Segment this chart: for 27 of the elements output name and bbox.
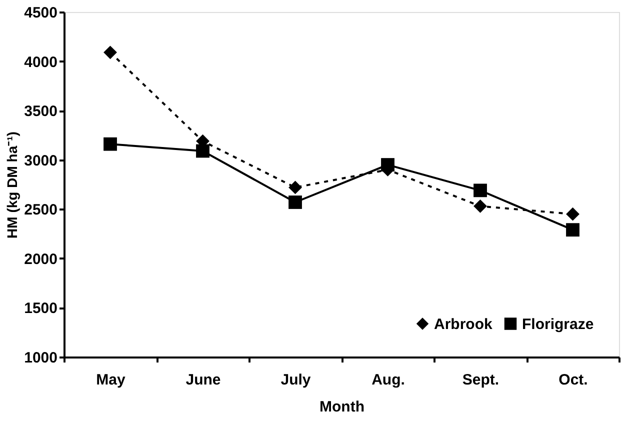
point [288,180,302,194]
legend-label: Florigraze [522,316,594,333]
x-tick-label: June [186,372,221,388]
x-tick-label: Sept. [462,372,500,388]
point [474,199,487,213]
y-tick-label: 3500 [24,103,58,120]
y-tick-label: 3000 [24,152,58,170]
x-axis-title: Month [320,398,364,416]
point [566,223,580,237]
x-tick-label: July [280,372,312,388]
point [566,207,580,221]
legend-label: Arbrook [434,316,493,333]
y-tick-label: 1000 [24,350,58,366]
y-tick-label: 1500 [24,300,58,318]
y-tick-label: 4500 [24,4,58,22]
point [104,46,117,60]
point [104,137,117,151]
y-tick-label: 2500 [24,202,58,219]
x-tick-label: Aug. [372,372,405,388]
point [474,184,487,198]
point [196,144,210,158]
point [288,196,302,209]
y-tick-label: 2000 [24,250,58,268]
y-axis-title: HM (kg DM ha⁻¹) [4,132,20,238]
y-tick-label: 4000 [24,54,58,71]
x-tick-label: May [96,372,126,388]
x-tick-label: Oct. [558,372,588,388]
